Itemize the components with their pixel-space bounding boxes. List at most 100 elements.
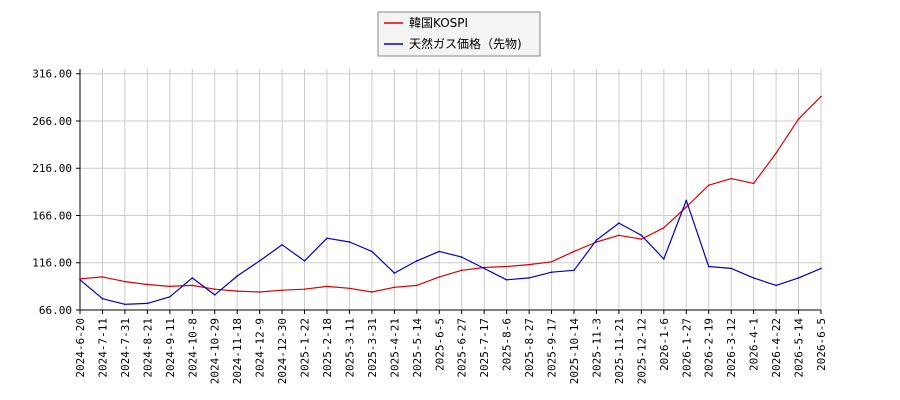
x-tick-label: 2025-1-22 — [299, 318, 312, 378]
data-point — [146, 302, 149, 305]
data-point — [618, 234, 620, 237]
x-tick-label: 2024-11-18 — [231, 318, 244, 384]
data-point — [169, 295, 171, 298]
data-point — [213, 294, 216, 296]
data-point — [124, 280, 126, 283]
data-point — [326, 285, 328, 288]
data-point — [169, 285, 171, 288]
data-point — [460, 256, 463, 258]
data-point — [618, 222, 620, 224]
data-point — [79, 278, 81, 281]
x-tick-label: 2025-10-14 — [568, 318, 581, 385]
x-tick-label: 2026-2-19 — [703, 318, 716, 378]
x-tick-label: 2024-6-20 — [74, 318, 87, 378]
data-point — [371, 250, 373, 253]
data-point — [550, 261, 553, 263]
x-tick-label: 2025-3-11 — [343, 318, 356, 378]
data-point — [191, 284, 194, 287]
series-line-1 — [79, 199, 822, 305]
legend-label-kospi: 韓国KOSPI — [409, 16, 468, 30]
series-lines — [79, 95, 822, 306]
data-point — [191, 277, 194, 279]
data-point — [752, 277, 755, 279]
data-point — [393, 272, 396, 274]
data-point — [707, 265, 710, 268]
x-tick-label: 2025-12-12 — [635, 318, 648, 384]
data-point — [303, 288, 306, 291]
x-tick-label: 2025-5-14 — [411, 318, 424, 378]
x-tick-label: 2025-8-6 — [501, 318, 514, 371]
data-point — [528, 277, 530, 279]
data-point — [326, 237, 328, 239]
series-line-0 — [79, 95, 822, 293]
legend-box — [377, 11, 541, 57]
x-tick-label: 2024-12-30 — [276, 318, 289, 384]
x-tick-label: 2025-11-21 — [613, 318, 626, 384]
data-point — [281, 289, 283, 291]
data-point — [685, 199, 688, 202]
y-tick-label: 316.00 — [32, 68, 72, 81]
x-tick-label: 2026-3-12 — [725, 318, 738, 378]
x-tick-label: 2024-7-11 — [96, 318, 109, 378]
x-tick-label: 2026-4-22 — [770, 318, 783, 378]
x-tick-label: 2024-9-11 — [164, 318, 177, 378]
axes: 316.00266.00216.00166.00116.0066.002024-… — [32, 68, 828, 385]
x-tick-label: 2025-2-18 — [321, 318, 334, 378]
x-tick-label: 2026-6-5 — [815, 318, 828, 371]
data-point — [797, 118, 800, 120]
x-tick-label: 2025-11-3 — [590, 318, 603, 378]
legend-label-natural-gas: 天然ガス価格（先物) — [409, 36, 522, 51]
data-point — [775, 152, 777, 154]
data-point — [213, 288, 216, 291]
data-point — [281, 243, 283, 246]
y-tick-label: 166.00 — [32, 209, 72, 222]
y-tick-label: 116.00 — [32, 257, 72, 270]
data-point — [101, 297, 104, 300]
x-tick-label: 2024-7-31 — [119, 318, 132, 378]
data-point — [505, 265, 508, 268]
x-tick-label: 2025-7-17 — [478, 318, 491, 378]
data-point — [371, 291, 373, 293]
data-point — [820, 95, 822, 98]
data-point — [258, 260, 261, 262]
data-point — [460, 269, 463, 272]
data-point — [640, 234, 643, 237]
data-point — [797, 277, 800, 279]
data-point — [348, 241, 351, 243]
data-point — [124, 303, 126, 306]
y-tick-label: 66.00 — [39, 304, 72, 317]
data-point — [393, 286, 396, 289]
data-point — [573, 250, 575, 253]
legend: 韓国KOSPI 天然ガス価格（先物) — [377, 11, 541, 57]
data-point — [550, 271, 553, 273]
data-point — [640, 238, 643, 240]
x-tick-label: 2025-6-27 — [456, 318, 469, 378]
data-point — [685, 206, 688, 208]
data-point — [348, 287, 351, 290]
data-point — [663, 226, 665, 229]
data-point — [730, 267, 732, 270]
data-point — [101, 276, 104, 278]
x-tick-label: 2024-12-9 — [254, 318, 267, 378]
data-point — [236, 275, 238, 277]
data-point — [528, 263, 530, 266]
data-point — [663, 258, 665, 260]
x-tick-label: 2024-10-29 — [209, 318, 222, 384]
data-point — [438, 250, 441, 253]
x-tick-label: 2025-3-31 — [366, 318, 379, 378]
data-point — [416, 260, 418, 262]
x-tick-label: 2025-9-17 — [546, 318, 559, 378]
x-tick-label: 2026-1-27 — [680, 318, 693, 378]
x-tick-label: 2025-4-21 — [388, 318, 401, 378]
x-tick-label: 2026-1-6 — [658, 318, 671, 371]
y-tick-label: 216.00 — [32, 162, 72, 175]
data-point — [595, 239, 598, 241]
data-point — [258, 291, 261, 293]
x-tick-label: 2024-10-8 — [186, 318, 199, 378]
data-point — [303, 260, 306, 262]
data-point — [505, 278, 508, 281]
data-point — [416, 284, 418, 287]
y-tick-label: 266.00 — [32, 115, 72, 128]
